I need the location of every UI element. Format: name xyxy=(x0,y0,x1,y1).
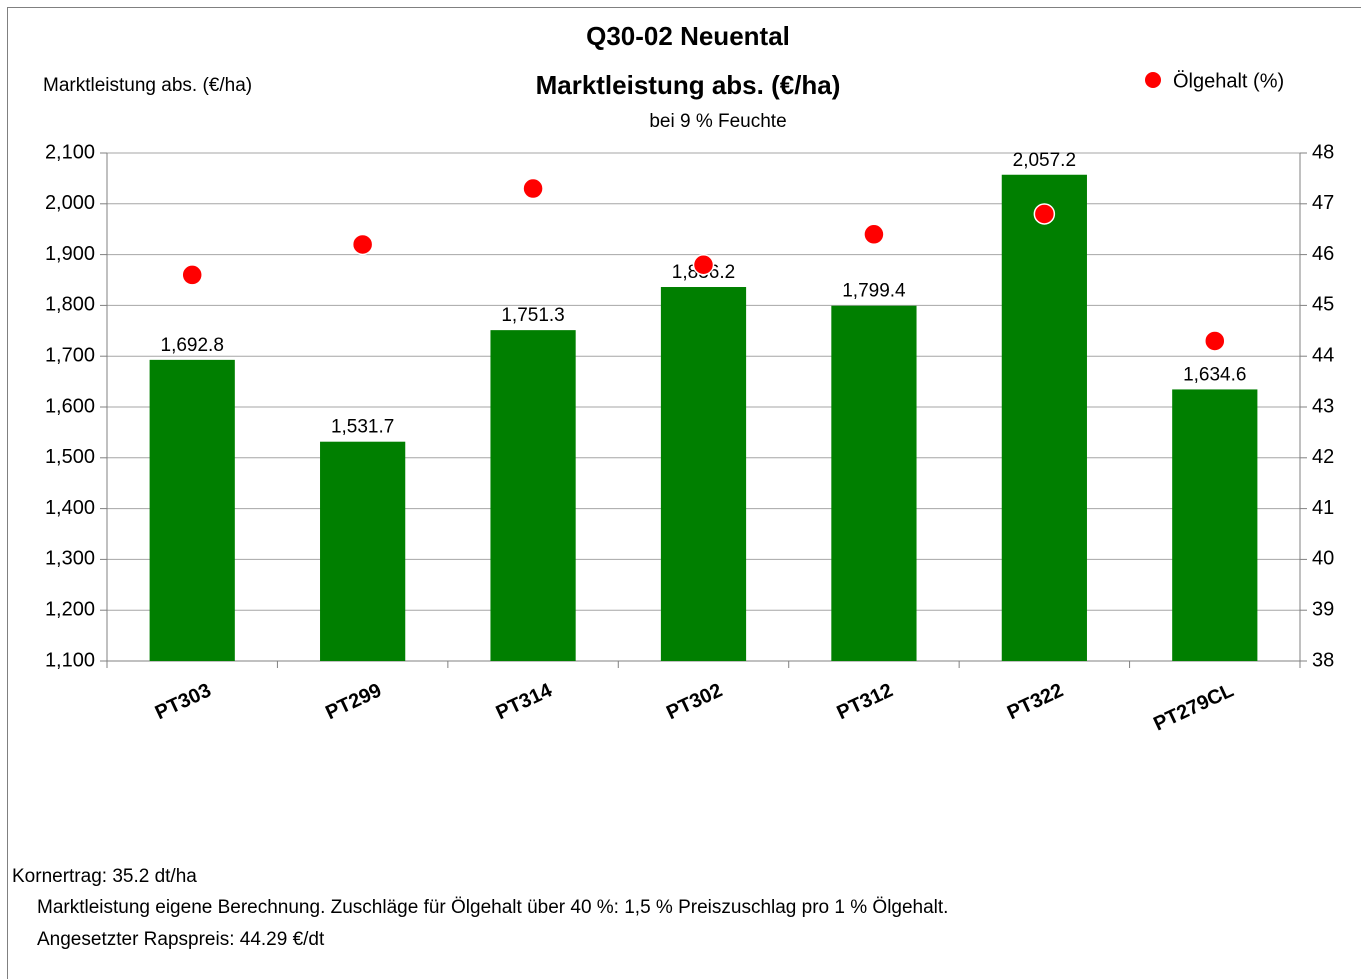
data-label: 1,751.3 xyxy=(501,305,564,326)
x-tick-label: PT299 xyxy=(322,679,385,724)
y-tick-label: 2,100 xyxy=(45,141,95,163)
bar xyxy=(831,305,917,661)
y-tick-label: 2,000 xyxy=(45,192,95,214)
y-tick-label: 1,200 xyxy=(45,598,95,620)
chart-note: bei 9 % Feuchte xyxy=(649,111,786,132)
x-tick-label: PT279CL xyxy=(1150,679,1237,735)
chart-title: Q30-02 Neuental xyxy=(586,21,790,51)
marker xyxy=(692,254,715,276)
y-tick-label: 1,600 xyxy=(45,395,95,417)
y-tick-label: 1,400 xyxy=(45,497,95,519)
x-tick-label: PT303 xyxy=(152,679,215,724)
y-tick-label: 1,700 xyxy=(45,344,95,366)
x-tick-label: PT314 xyxy=(493,679,556,724)
y-tick-label: 1,800 xyxy=(45,294,95,316)
footnote: Kornertrag: 35.2 dt/ha xyxy=(12,866,197,887)
bar xyxy=(320,441,406,661)
y2-tick-label: 48 xyxy=(1312,141,1334,163)
y2-tick-label: 38 xyxy=(1312,649,1334,671)
chart-frame xyxy=(7,7,1361,979)
y-axis-label: Marktleistung abs. (€/ha) xyxy=(43,75,252,96)
y-tick-label: 1,900 xyxy=(45,243,95,265)
x-tick-label: PT312 xyxy=(834,679,897,724)
data-label: 2,057.2 xyxy=(1013,150,1076,171)
y2-tick-label: 43 xyxy=(1312,395,1334,417)
y-tick-label: 1,300 xyxy=(45,548,95,570)
data-label: 1,531.7 xyxy=(331,417,394,438)
legend-marker xyxy=(1145,72,1161,88)
bar xyxy=(660,287,747,661)
y2-tick-label: 44 xyxy=(1312,344,1334,366)
marker xyxy=(1033,203,1056,225)
marker xyxy=(863,223,885,246)
footnote: Marktleistung eigene Berechnung. Zuschlä… xyxy=(37,897,948,918)
y2-tick-label: 46 xyxy=(1312,243,1334,265)
bar xyxy=(490,330,576,661)
bar xyxy=(1172,389,1258,661)
x-tick-label: PT322 xyxy=(1004,679,1067,724)
marker xyxy=(1204,330,1226,352)
y-tick-label: 1,100 xyxy=(45,649,95,671)
y2-tick-label: 45 xyxy=(1312,294,1334,316)
bar xyxy=(149,359,235,661)
marker xyxy=(181,264,203,286)
y2-tick-label: 42 xyxy=(1312,446,1334,468)
data-label: 1,799.4 xyxy=(842,281,906,302)
y2-tick-label: 40 xyxy=(1312,548,1334,570)
y-tick-label: 1,500 xyxy=(45,446,95,468)
data-label: 1,634.6 xyxy=(1183,364,1246,385)
marker xyxy=(522,177,544,200)
marker xyxy=(351,233,374,256)
y2-tick-label: 41 xyxy=(1312,497,1334,519)
legend-label: Ölgehalt (%) xyxy=(1173,70,1284,92)
chart-subtitle: Marktleistung abs. (€/ha) xyxy=(536,70,841,100)
bar xyxy=(1001,174,1087,661)
y2-tick-label: 39 xyxy=(1312,598,1334,620)
footnote: Angesetzter Rapspreis: 44.29 €/dt xyxy=(37,929,325,950)
y2-tick-label: 47 xyxy=(1312,192,1334,214)
data-label: 1,692.8 xyxy=(161,335,224,356)
x-tick-label: PT302 xyxy=(663,679,726,724)
